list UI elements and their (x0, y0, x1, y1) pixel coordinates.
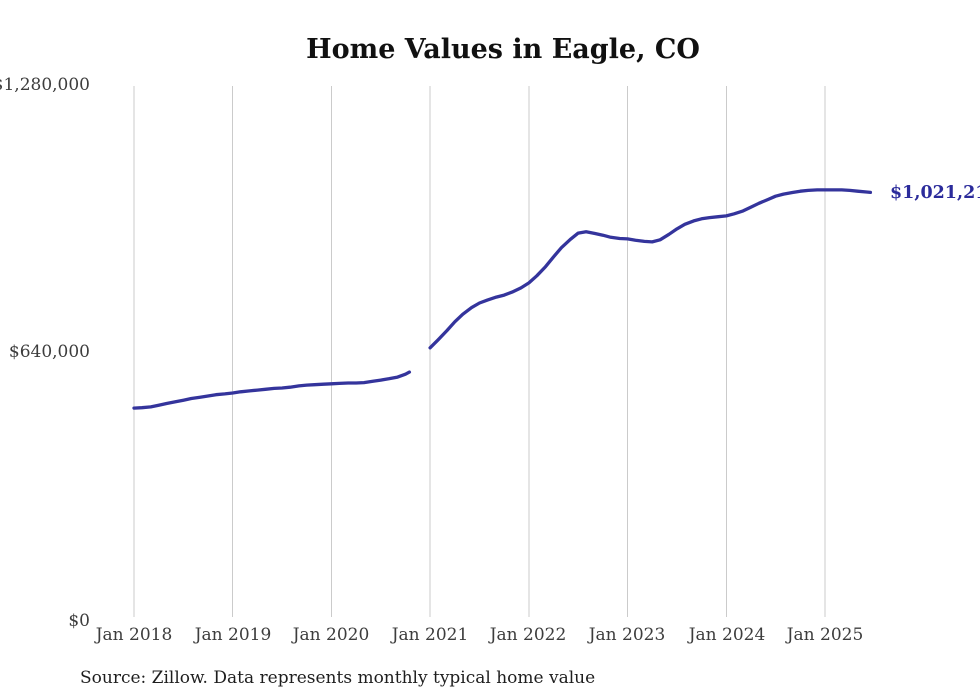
home-value-line (132, 188, 873, 410)
end-value-label: $1,021,213 (890, 183, 980, 203)
x-tick-jan-2024: Jan 2024 (687, 625, 766, 645)
source-note: Source: Zillow. Data represents monthly … (80, 668, 595, 688)
x-tick-jan-2023: Jan 2023 (587, 625, 666, 645)
y-tick-0: $0 (68, 611, 90, 631)
chart-title: Home Values in Eagle, CO (306, 34, 700, 65)
x-tick-jan-2025: Jan 2025 (785, 625, 864, 645)
x-tick-jan-2019: Jan 2019 (193, 625, 272, 645)
home-value-line-segment-2 (428, 188, 873, 350)
x-tick-jan-2021: Jan 2021 (390, 625, 469, 645)
y-axis-labels: $1,280,000 $640,000 $0 (0, 75, 90, 631)
x-tick-jan-2020: Jan 2020 (291, 625, 370, 645)
x-tick-jan-2022: Jan 2022 (488, 625, 567, 645)
y-tick-640000: $640,000 (9, 342, 90, 362)
vertical-gridlines (133, 86, 826, 617)
x-axis-labels: Jan 2018 Jan 2019 Jan 2020 Jan 2021 Jan … (94, 625, 864, 645)
y-tick-1280000: $1,280,000 (0, 75, 90, 95)
home-value-line-segment-1 (132, 370, 412, 410)
x-tick-jan-2018: Jan 2018 (94, 625, 173, 645)
